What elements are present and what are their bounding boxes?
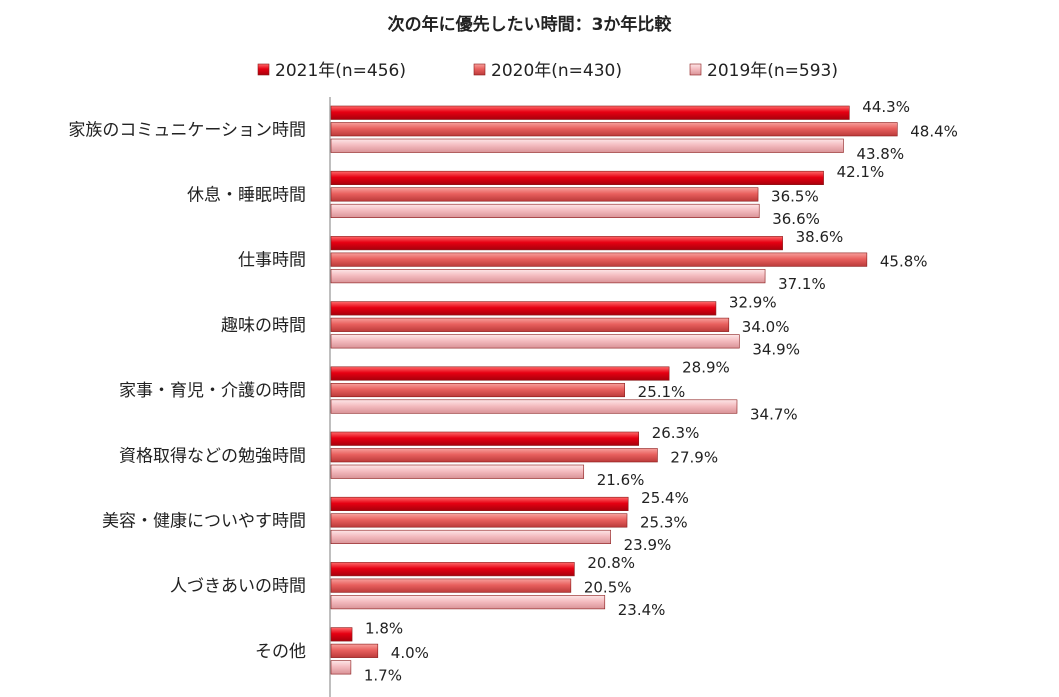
bar-2021年(n=456) [330,301,717,316]
data-label: 1.7% [364,666,402,684]
data-label: 37.1% [778,275,826,293]
bar-2020年(n=430) [330,187,759,202]
data-label: 25.3% [640,513,688,531]
data-label: 27.9% [670,448,718,466]
bar-2019年(n=593) [330,269,766,284]
bar-2021年(n=456) [330,562,575,577]
bar-2019年(n=593) [330,595,606,610]
data-label: 48.4% [910,122,958,140]
data-label: 20.5% [584,579,632,597]
data-label: 34.7% [750,406,798,424]
bar-2020年(n=430) [330,382,625,398]
bar-2019年(n=593) [330,529,611,545]
data-label: 25.1% [638,383,686,401]
data-label: 34.9% [752,340,800,358]
bar-2019年(n=593) [330,334,740,349]
bar-2020年(n=430) [330,317,730,332]
legend-label: 2020年(n=430) [491,61,622,81]
legend-swatch [473,63,486,76]
category-label: 家事・育児・介護の時間 [119,381,306,401]
data-label: 45.8% [880,253,928,271]
data-label: 43.8% [856,145,904,163]
category-label: 仕事時間 [238,251,306,271]
chart-title: 次の年に優先したい時間：3か年比較 [387,15,672,35]
bar-2020年(n=430) [330,252,868,267]
data-label: 20.8% [587,554,635,572]
bar-2021年(n=456) [330,627,353,642]
data-label: 36.6% [772,210,820,228]
bar-2019年(n=593) [330,660,352,675]
plot-area: 家族のコミュニケーション時間 44.3%48.4% 43.8% 休息・睡眠時間 42.1… [68,97,958,697]
category-label: 趣味の時間 [221,316,306,336]
data-label: 26.3% [652,424,700,442]
legend-swatch [257,63,270,76]
category-label: 休息・睡眠時間 [187,185,306,205]
legend-label: 2019年(n=593) [707,61,838,81]
bar-2021年(n=456) [330,366,670,381]
bar-2020年(n=430) [330,578,572,593]
bar-2021年(n=456) [330,431,640,446]
bar-2019年(n=593) [330,203,760,218]
bar-2019年(n=593) [330,138,844,153]
data-label: 23.4% [618,601,666,619]
data-label: 4.0% [391,644,429,662]
bar-2021年(n=456) [330,496,629,512]
category-label: 資格取得などの勉強時間 [119,446,306,466]
bar-2020年(n=430) [330,513,628,528]
bar-2020年(n=430) [330,122,898,137]
legend-swatch [689,63,702,76]
category-label: 美容・健康についやす時間 [102,511,306,531]
data-label: 34.0% [742,318,790,336]
bar-2021年(n=456) [330,105,850,120]
bar-2020年(n=430) [330,643,379,658]
data-label: 25.4% [641,489,689,507]
bar-2021年(n=456) [330,236,783,251]
bar-2019年(n=593) [330,399,738,414]
data-label: 36.5% [771,187,819,205]
category-label: 人づきあいの時間 [170,577,306,597]
legend-label: 2021年(n=456) [275,61,406,81]
category-label: 家族のコミュニケーション時間 [68,120,306,140]
legend: 2021年(n=456) 2020年(n=430) 2019年(n=593) [257,61,838,81]
data-label: 38.6% [796,228,844,246]
data-label: 44.3% [862,98,910,116]
data-label: 42.1% [837,163,885,181]
data-label: 23.9% [624,536,672,554]
bar-2020年(n=430) [330,448,658,463]
bar-2019年(n=593) [330,464,585,479]
category-label: その他 [255,642,306,662]
data-label: 32.9% [729,293,777,311]
data-label: 1.8% [365,619,403,637]
bar-2021年(n=456) [330,170,824,185]
data-label: 21.6% [597,471,645,489]
data-label: 28.9% [682,359,730,377]
